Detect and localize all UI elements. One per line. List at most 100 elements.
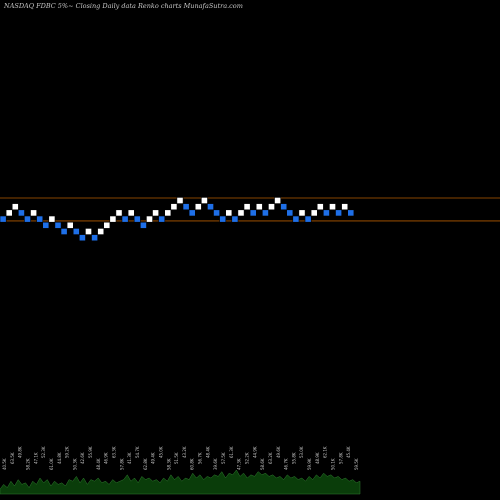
renko-box-21 <box>127 209 135 217</box>
renko-box-42 <box>255 203 263 211</box>
renko-box-27 <box>164 209 172 217</box>
renko-box-55 <box>335 209 342 217</box>
renko-box-5 <box>30 209 37 217</box>
volume-label-42: 50.1K <box>331 458 336 470</box>
renko-box-36 <box>219 215 227 223</box>
renko-box-14 <box>85 228 92 235</box>
renko-box-44 <box>268 203 275 211</box>
renko-box-31 <box>188 209 196 217</box>
volume-label-22: 51.5K <box>174 452 179 464</box>
renko-box-56 <box>341 203 349 211</box>
volume-label-1: 63.5K <box>10 452 15 464</box>
volume-label-43: 57.8K <box>338 452 343 464</box>
volume-label-30: 47.3K <box>237 458 242 470</box>
volume-label-12: 48.4K <box>96 458 101 470</box>
renko-box-23 <box>140 221 147 229</box>
volume-label-26: 48.4K <box>205 446 210 458</box>
volume-label-7: 44.8K <box>57 452 62 464</box>
volume-label-40: 48.9K <box>315 452 320 464</box>
volume-label-34: 63.2K <box>268 452 273 464</box>
renko-box-12 <box>72 228 80 235</box>
renko-box-50 <box>304 215 312 223</box>
chart-title: NASDAQ FDBC 5%~ Closing Daily data Renko… <box>4 2 243 10</box>
renko-box-25 <box>152 209 159 217</box>
renko-box-20 <box>121 215 129 223</box>
renko-box-51 <box>310 209 318 217</box>
volume-label-13: 46.9K <box>104 452 109 464</box>
volume-label-5: 52.3K <box>41 446 46 458</box>
volume-label-23: 43.2K <box>182 446 187 458</box>
renko-box-53 <box>322 209 330 217</box>
volume-label-14: 63.3K <box>112 446 117 458</box>
volume-label-33: 58.6K <box>260 458 265 470</box>
volume-label-38: 53.0K <box>299 446 304 458</box>
level-lines <box>0 197 500 222</box>
renko-box-3 <box>17 209 25 217</box>
volume-label-21: 58.3K <box>166 458 171 470</box>
renko-box-26 <box>158 215 166 223</box>
renko-box-17 <box>103 221 111 229</box>
volume-label-0: 40.5K <box>2 458 7 470</box>
volume-area-shape <box>0 469 361 495</box>
renko-box-7 <box>42 221 50 229</box>
renko-boxes <box>0 197 355 242</box>
renko-box-57 <box>347 209 355 217</box>
renko-box-8 <box>48 215 56 223</box>
volume-label-17: 54.7K <box>135 446 140 458</box>
volume-label-11: 55.9K <box>88 446 93 458</box>
volume-label-32: 44.9K <box>252 446 257 458</box>
renko-box-43 <box>261 209 269 217</box>
volume-label-4: 47.1K <box>33 452 38 464</box>
renko-box-24 <box>146 215 153 223</box>
renko-box-9 <box>54 221 62 229</box>
volume-label-41: 62.1K <box>323 446 328 458</box>
volume-area <box>0 469 361 495</box>
renko-box-52 <box>316 203 324 211</box>
volume-label-25: 56.7K <box>198 452 203 464</box>
renko-box-54 <box>329 203 336 211</box>
renko-box-13 <box>79 234 86 242</box>
renko-box-34 <box>207 203 214 211</box>
renko-box-32 <box>194 203 202 211</box>
volume-label-3: 58.2K <box>26 458 31 470</box>
volume-label-6: 61.0K <box>49 458 54 470</box>
renko-box-19 <box>115 209 123 217</box>
volume-labels: 40.5K63.5K49.8K58.2K47.1K52.3K61.0K44.8K… <box>2 446 359 470</box>
renko-box-49 <box>298 209 306 217</box>
renko-box-16 <box>97 228 105 235</box>
renko-box-4 <box>24 215 31 223</box>
renko-box-0 <box>0 215 7 223</box>
volume-label-16: 41.3K <box>127 452 132 464</box>
volume-label-37: 55.8K <box>291 452 296 464</box>
volume-label-39: 59.9K <box>307 458 312 470</box>
renko-box-39 <box>237 209 245 217</box>
renko-box-6 <box>36 215 44 223</box>
renko-box-28 <box>170 203 178 211</box>
volume-label-20: 45.0K <box>158 446 163 458</box>
volume-label-2: 49.8K <box>18 446 23 458</box>
volume-label-8: 59.2K <box>65 446 70 458</box>
volume-label-18: 62.8K <box>143 458 148 470</box>
renko-box-48 <box>292 215 300 223</box>
volume-label-36: 46.7K <box>284 458 289 470</box>
volume-label-15: 57.8K <box>119 458 124 470</box>
volume-label-44: 45.4K <box>346 446 351 458</box>
renko-box-22 <box>133 215 141 223</box>
volume-label-24: 60.8K <box>190 458 195 470</box>
renko-box-47 <box>286 209 294 217</box>
volume-label-31: 52.2K <box>245 452 250 464</box>
renko-box-38 <box>231 215 239 223</box>
renko-box-30 <box>182 203 190 211</box>
volume-label-19: 49.4K <box>151 452 156 464</box>
renko-box-11 <box>66 221 74 229</box>
renko-box-45 <box>274 197 281 204</box>
volume-label-28: 57.5K <box>221 452 226 464</box>
volume-label-35: 49.6K <box>276 446 281 458</box>
volume-label-29: 61.3K <box>229 446 234 458</box>
renko-box-18 <box>109 215 117 223</box>
renko-box-46 <box>280 203 288 211</box>
volume-label-10: 42.6K <box>80 452 85 464</box>
volume-label-9: 50.3K <box>72 458 77 470</box>
